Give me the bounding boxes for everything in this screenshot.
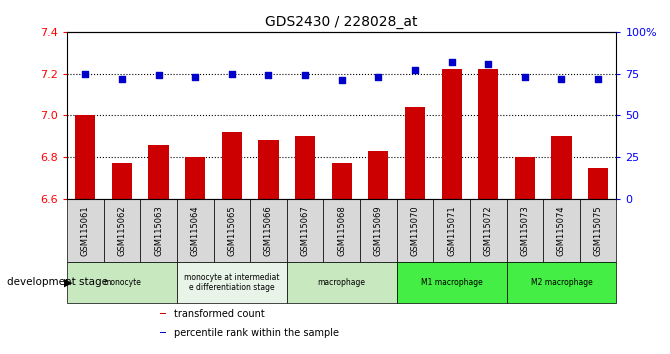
Text: monocyte at intermediat
e differentiation stage: monocyte at intermediat e differentiatio… — [184, 273, 279, 292]
Point — [80, 71, 90, 76]
Point — [556, 76, 567, 81]
Text: transformed count: transformed count — [174, 309, 265, 319]
Point — [336, 78, 347, 83]
Bar — [332, 164, 352, 199]
Text: GSM115068: GSM115068 — [337, 205, 346, 256]
Point — [483, 61, 494, 67]
Point — [593, 76, 604, 81]
Text: GSM115064: GSM115064 — [191, 205, 200, 256]
Bar — [405, 107, 425, 199]
Point — [409, 68, 420, 73]
Text: percentile rank within the sample: percentile rank within the sample — [174, 327, 339, 337]
Bar — [185, 157, 205, 199]
Bar — [515, 157, 535, 199]
Text: GSM115075: GSM115075 — [594, 205, 602, 256]
Bar — [551, 136, 572, 199]
FancyBboxPatch shape — [67, 199, 104, 262]
Text: GSM115062: GSM115062 — [117, 205, 127, 256]
Text: GSM115067: GSM115067 — [301, 205, 310, 256]
FancyBboxPatch shape — [543, 199, 580, 262]
Bar — [442, 69, 462, 199]
Text: GSM115066: GSM115066 — [264, 205, 273, 256]
Point — [446, 59, 457, 65]
FancyBboxPatch shape — [397, 199, 433, 262]
Point — [373, 74, 384, 80]
FancyBboxPatch shape — [177, 199, 214, 262]
FancyBboxPatch shape — [104, 199, 140, 262]
FancyBboxPatch shape — [397, 262, 507, 303]
FancyBboxPatch shape — [250, 199, 287, 262]
FancyBboxPatch shape — [580, 199, 616, 262]
Point — [263, 73, 274, 78]
FancyBboxPatch shape — [177, 262, 287, 303]
Bar — [478, 69, 498, 199]
FancyBboxPatch shape — [507, 199, 543, 262]
FancyBboxPatch shape — [324, 199, 360, 262]
Text: GSM115069: GSM115069 — [374, 205, 383, 256]
Text: GSM115074: GSM115074 — [557, 205, 566, 256]
Point — [519, 74, 530, 80]
FancyBboxPatch shape — [67, 262, 177, 303]
FancyBboxPatch shape — [360, 199, 397, 262]
Text: GSM115072: GSM115072 — [484, 205, 492, 256]
Bar — [149, 145, 169, 199]
FancyBboxPatch shape — [214, 199, 250, 262]
Bar — [75, 115, 95, 199]
Text: GSM115071: GSM115071 — [447, 205, 456, 256]
FancyBboxPatch shape — [287, 262, 397, 303]
Bar — [112, 164, 132, 199]
Point — [226, 71, 237, 76]
Text: M2 macrophage: M2 macrophage — [531, 278, 592, 287]
Text: macrophage: macrophage — [318, 278, 366, 287]
Title: GDS2430 / 228028_at: GDS2430 / 228028_at — [265, 16, 418, 29]
Text: ▶: ▶ — [64, 278, 72, 287]
Bar — [222, 132, 242, 199]
Point — [117, 76, 127, 81]
Text: development stage: development stage — [7, 278, 108, 287]
Text: GSM115073: GSM115073 — [521, 205, 529, 256]
FancyBboxPatch shape — [287, 199, 324, 262]
Point — [299, 73, 310, 78]
Text: GSM115065: GSM115065 — [227, 205, 237, 256]
Bar — [369, 151, 389, 199]
FancyBboxPatch shape — [507, 262, 616, 303]
Bar — [295, 136, 315, 199]
Point — [153, 73, 164, 78]
Bar — [588, 167, 608, 199]
Text: GSM115061: GSM115061 — [81, 205, 90, 256]
Text: monocyte: monocyte — [103, 278, 141, 287]
Text: GSM115063: GSM115063 — [154, 205, 163, 256]
Bar — [160, 313, 166, 314]
FancyBboxPatch shape — [140, 199, 177, 262]
Bar — [160, 332, 166, 333]
FancyBboxPatch shape — [470, 199, 507, 262]
FancyBboxPatch shape — [433, 199, 470, 262]
Point — [190, 74, 200, 80]
Text: GSM115070: GSM115070 — [411, 205, 419, 256]
Bar — [259, 141, 279, 199]
Text: M1 macrophage: M1 macrophage — [421, 278, 482, 287]
